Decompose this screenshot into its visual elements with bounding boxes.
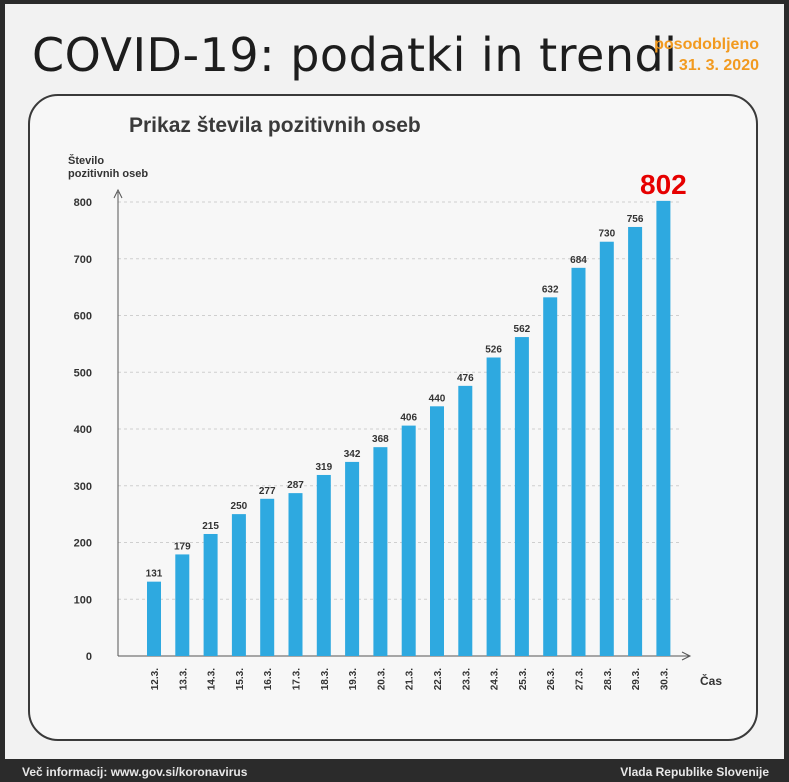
x-tick-label: 18.3. (320, 668, 331, 690)
updated-label: posodobljeno (654, 36, 759, 53)
data-label: 215 (202, 521, 219, 532)
x-tick-label: 19.3. (348, 668, 359, 690)
x-tick-label: 30.3. (659, 668, 670, 690)
bar (147, 581, 161, 656)
bar (316, 474, 331, 656)
x-tick-label: 14.3. (207, 668, 218, 690)
x-tick-label: 15.3. (235, 668, 246, 690)
data-label: 131 (146, 569, 163, 580)
y-tick-label: 600 (74, 311, 92, 323)
data-label: 756 (627, 214, 644, 225)
page-title: COVID-19: podatki in trendi (32, 28, 678, 82)
y-tick-label: 800 (74, 197, 92, 209)
x-tick-label: 27.3. (575, 668, 586, 690)
data-label: 562 (514, 324, 531, 335)
y-tick-label: 100 (74, 594, 92, 606)
footer-government: Vlada Republike Slovenije (620, 765, 769, 779)
x-axis-arrow (681, 651, 692, 661)
y-tick-label: 200 (74, 538, 92, 550)
x-tick-label: 25.3. (518, 668, 529, 690)
bar (175, 554, 190, 656)
bar (345, 461, 360, 656)
x-tick-label: 23.3. (461, 668, 472, 690)
x-tick-label: 16.3. (263, 668, 274, 690)
x-tick-label: 26.3. (546, 668, 557, 690)
bar (430, 406, 444, 656)
data-label: 368 (372, 434, 389, 445)
x-tick-label: 20.3. (376, 668, 387, 690)
bar (458, 385, 473, 656)
updated-badge: posodobljeno 31. 3. 2020 (654, 34, 759, 76)
data-label: 526 (485, 344, 502, 355)
data-label: 632 (542, 284, 559, 295)
data-label: 342 (344, 449, 361, 460)
y-axis-label: Število (68, 154, 104, 167)
data-label: 684 (570, 255, 587, 266)
bar (571, 267, 586, 656)
bar (514, 337, 529, 656)
data-label: 440 (429, 393, 446, 404)
bar (231, 514, 246, 656)
y-axis-label: pozitivnih oseb (68, 168, 148, 180)
y-tick-label: 300 (74, 481, 92, 493)
x-tick-label: 12.3. (150, 668, 161, 690)
chart-title: Prikaz števila pozitivnih oseb (129, 114, 421, 137)
data-label: 179 (174, 541, 191, 552)
data-label: 319 (315, 462, 332, 473)
x-tick-label: 24.3. (490, 668, 501, 690)
x-tick-label: 22.3. (433, 668, 444, 690)
y-tick-label: 400 (74, 424, 92, 436)
bar (656, 200, 671, 657)
x-tick-label: 17.3. (292, 668, 303, 690)
x-axis-label: Čas (700, 673, 722, 688)
x-tick-label: 21.3. (405, 668, 416, 690)
bar (599, 241, 614, 656)
updated-date: 31. 3. 2020 (678, 57, 759, 74)
bar (543, 297, 558, 656)
bar (260, 498, 275, 656)
bar (288, 493, 303, 656)
bar (628, 226, 643, 656)
y-tick-label: 700 (74, 254, 92, 266)
x-tick-label: 29.3. (631, 668, 642, 690)
data-label: 476 (457, 373, 474, 384)
data-label: 277 (259, 486, 276, 497)
bar (401, 425, 416, 656)
footer: Več informacij: www.gov.si/koronavirus V… (0, 760, 789, 782)
data-label: 730 (598, 229, 615, 240)
data-label: 250 (231, 501, 248, 512)
data-label: 287 (287, 480, 304, 491)
highlight-data-label: 802 (640, 169, 687, 200)
bar (486, 357, 501, 656)
data-label: 406 (400, 413, 417, 424)
y-axis-arrow (113, 188, 123, 199)
y-tick-label: 0 (86, 651, 92, 663)
x-tick-label: 28.3. (603, 668, 614, 690)
y-tick-label: 500 (74, 367, 92, 379)
bar (203, 533, 218, 656)
footer-info: Več informacij: www.gov.si/koronavirus (22, 765, 248, 779)
bar (373, 447, 388, 656)
x-tick-label: 13.3. (178, 668, 189, 690)
